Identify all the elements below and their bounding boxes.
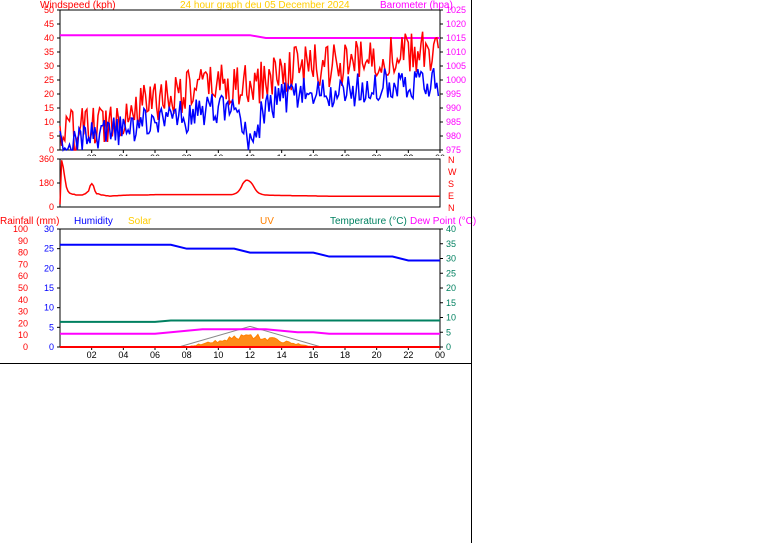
svg-text:30: 30 (44, 225, 54, 234)
svg-text:15: 15 (446, 298, 456, 308)
svg-text:00: 00 (435, 350, 445, 360)
svg-text:5: 5 (446, 327, 451, 337)
svg-text:16: 16 (308, 350, 318, 360)
svg-text:02: 02 (87, 350, 97, 360)
svg-text:995: 995 (446, 89, 461, 99)
svg-text:1015: 1015 (446, 33, 466, 43)
svg-text:1010: 1010 (446, 47, 466, 57)
svg-text:10: 10 (446, 313, 456, 323)
svg-text:70: 70 (18, 259, 28, 269)
svg-text:1020: 1020 (446, 19, 466, 29)
svg-text:50: 50 (18, 283, 28, 293)
svg-text:10: 10 (44, 303, 54, 313)
svg-text:0: 0 (23, 342, 28, 352)
svg-text:20: 20 (18, 318, 28, 328)
svg-text:22: 22 (403, 350, 413, 360)
svg-text:25: 25 (44, 244, 54, 254)
svg-text:20: 20 (372, 350, 382, 360)
svg-text:40: 40 (44, 33, 54, 43)
svg-text:06: 06 (150, 350, 160, 360)
svg-text:360: 360 (39, 155, 54, 164)
svg-text:5: 5 (49, 131, 54, 141)
svg-text:30: 30 (44, 61, 54, 71)
windspeed-chart: 0510152025303540455097598098599099510001… (0, 0, 471, 156)
svg-text:80: 80 (18, 248, 28, 258)
svg-text:40: 40 (18, 295, 28, 305)
svg-text:15: 15 (44, 103, 54, 113)
meteo-chart: 0102030405060708090100051015202530051015… (0, 225, 471, 365)
svg-text:04: 04 (118, 350, 128, 360)
svg-text:12: 12 (245, 350, 255, 360)
svg-text:1000: 1000 (446, 75, 466, 85)
svg-text:W: W (448, 167, 457, 177)
bottom-image-border (0, 363, 471, 364)
svg-text:45: 45 (44, 19, 54, 29)
svg-text:35: 35 (446, 239, 456, 249)
svg-text:E: E (448, 191, 454, 201)
right-image-border (471, 0, 472, 543)
svg-text:N: N (448, 203, 455, 213)
svg-text:980: 980 (446, 131, 461, 141)
svg-text:30: 30 (446, 254, 456, 264)
svg-text:0: 0 (446, 342, 451, 352)
svg-text:10: 10 (18, 330, 28, 340)
svg-text:25: 25 (446, 268, 456, 278)
svg-text:0: 0 (49, 342, 54, 352)
svg-text:S: S (448, 179, 454, 189)
svg-text:100: 100 (13, 225, 28, 234)
svg-text:5: 5 (49, 322, 54, 332)
svg-text:20: 20 (44, 89, 54, 99)
svg-text:15: 15 (44, 283, 54, 293)
svg-text:18: 18 (340, 350, 350, 360)
svg-text:30: 30 (18, 307, 28, 317)
svg-text:90: 90 (18, 236, 28, 246)
svg-text:10: 10 (44, 117, 54, 127)
svg-text:985: 985 (446, 117, 461, 127)
svg-text:0: 0 (49, 202, 54, 212)
svg-text:60: 60 (18, 271, 28, 281)
svg-text:10: 10 (213, 350, 223, 360)
svg-text:975: 975 (446, 145, 461, 155)
svg-text:08: 08 (182, 350, 192, 360)
svg-text:40: 40 (446, 225, 456, 234)
svg-text:50: 50 (44, 5, 54, 15)
svg-text:0: 0 (49, 145, 54, 155)
svg-text:1025: 1025 (446, 5, 466, 15)
svg-text:N: N (448, 155, 455, 165)
svg-text:25: 25 (44, 75, 54, 85)
svg-text:1005: 1005 (446, 61, 466, 71)
svg-text:35: 35 (44, 47, 54, 57)
svg-text:990: 990 (446, 103, 461, 113)
svg-text:20: 20 (446, 283, 456, 293)
svg-text:20: 20 (44, 263, 54, 273)
svg-text:14: 14 (277, 350, 287, 360)
wind-direction-chart: 0180360NWSEN (0, 155, 471, 215)
svg-text:180: 180 (39, 178, 54, 188)
